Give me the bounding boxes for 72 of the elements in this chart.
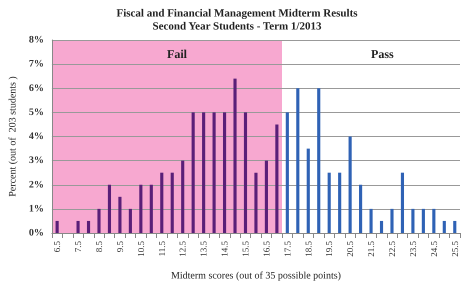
bar bbox=[453, 220, 456, 233]
annotation: Fail bbox=[167, 47, 188, 61]
bar bbox=[160, 172, 164, 233]
x-tick-label: 20.5 bbox=[345, 240, 356, 257]
bar bbox=[212, 112, 216, 233]
x-tick-label: 11.5 bbox=[156, 240, 167, 256]
y-tick-label: 2% bbox=[28, 179, 44, 190]
annotation: Pass bbox=[371, 47, 394, 61]
bar bbox=[86, 220, 90, 233]
bar bbox=[181, 160, 184, 233]
y-tick-label: 5% bbox=[28, 106, 44, 118]
x-tick-label: 6.5 bbox=[52, 240, 62, 252]
x-tick-label: 16.5 bbox=[261, 240, 272, 257]
y-axis-title: Percent (out of 203 students ) bbox=[8, 76, 18, 197]
bar bbox=[244, 112, 248, 233]
x-axis-title: Midterm scores (out of 35 possible points) bbox=[170, 270, 341, 282]
bar bbox=[108, 184, 112, 233]
x-tick-label: 13.5 bbox=[198, 240, 209, 257]
x-tick-label: 12.5 bbox=[178, 240, 188, 257]
bar bbox=[170, 172, 174, 233]
x-tick-label: 15.5 bbox=[240, 240, 250, 257]
bar bbox=[411, 208, 414, 233]
bar bbox=[400, 172, 404, 233]
bar bbox=[348, 136, 352, 233]
bar bbox=[97, 208, 101, 233]
bar bbox=[390, 208, 394, 233]
y-tick-label: 7% bbox=[28, 58, 44, 70]
x-tick-label: 25.5 bbox=[450, 240, 460, 257]
bar bbox=[380, 220, 384, 233]
bar bbox=[139, 184, 142, 233]
chart-title: Fiscal and Financial Management Midterm Results Second Year Students - Term 1/2013 bbox=[116, 8, 358, 32]
bar bbox=[150, 184, 153, 233]
bar bbox=[286, 112, 289, 233]
x-tick-label: 23.5 bbox=[408, 240, 418, 257]
x-tick-label: 8.5 bbox=[94, 240, 104, 252]
bar bbox=[328, 172, 331, 233]
y-tick-label: 8% bbox=[28, 34, 44, 46]
bar bbox=[442, 220, 446, 233]
bar bbox=[254, 172, 258, 233]
bar bbox=[422, 208, 425, 233]
bar bbox=[192, 112, 195, 233]
bar bbox=[202, 112, 206, 233]
bar bbox=[222, 112, 226, 233]
x-tick-label: 14.5 bbox=[220, 240, 230, 257]
bar bbox=[76, 220, 80, 233]
y-tick-label: 0% bbox=[28, 228, 44, 238]
x-tick-label: 17.5 bbox=[282, 240, 292, 257]
bar bbox=[56, 220, 59, 233]
bar bbox=[369, 208, 373, 233]
bar bbox=[275, 124, 278, 233]
y-tick-label: 3% bbox=[28, 155, 44, 166]
y-tick-label: 1% bbox=[28, 203, 44, 214]
y-tick-label: 6% bbox=[28, 82, 44, 94]
x-tick-label: 21.5 bbox=[366, 240, 376, 257]
bar bbox=[118, 196, 122, 233]
x-tick-label: 24.5 bbox=[428, 240, 439, 257]
bar bbox=[359, 184, 362, 233]
bar bbox=[338, 172, 342, 233]
bar bbox=[233, 78, 237, 233]
bar bbox=[432, 208, 436, 233]
bar bbox=[306, 148, 310, 233]
x-tick-label: 22.5 bbox=[386, 240, 397, 257]
x-tick-label: 7.5 bbox=[73, 240, 84, 252]
x-tick-label: 9.5 bbox=[114, 240, 125, 252]
x-tick-label: 19.5 bbox=[324, 240, 334, 257]
bar bbox=[128, 208, 132, 233]
x-tick-label: 18.5 bbox=[303, 240, 314, 257]
x-tick-label: 10.5 bbox=[136, 240, 146, 257]
bar bbox=[296, 88, 300, 233]
y-tick-label: 4% bbox=[28, 131, 44, 142]
bar bbox=[264, 160, 268, 233]
bar bbox=[317, 88, 320, 233]
